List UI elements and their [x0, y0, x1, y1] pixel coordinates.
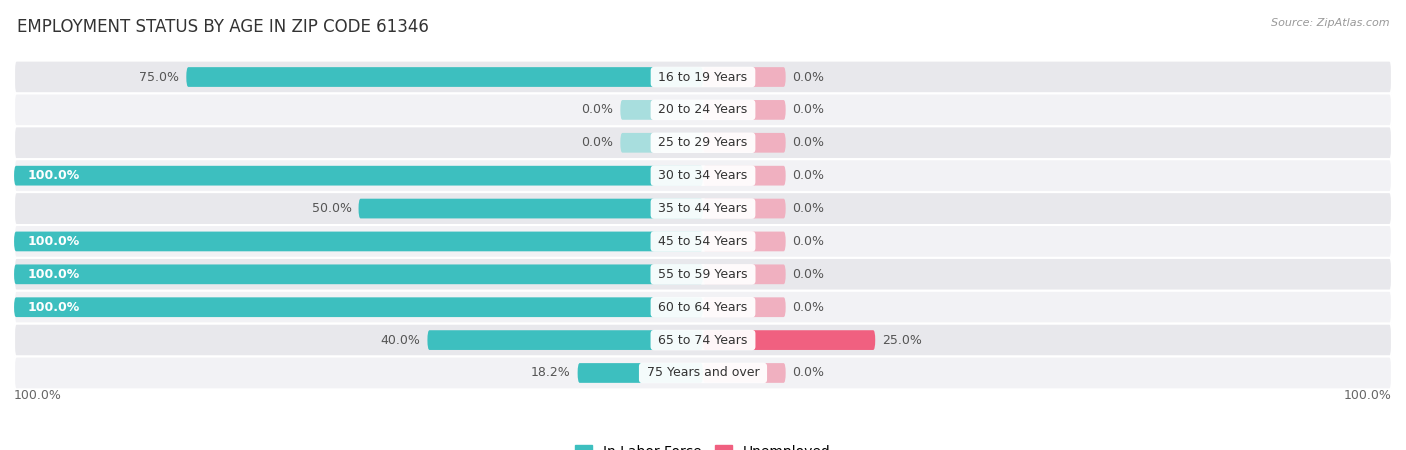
Text: 0.0%: 0.0% — [582, 104, 613, 117]
Text: 30 to 34 Years: 30 to 34 Years — [654, 169, 752, 182]
FancyBboxPatch shape — [703, 166, 786, 185]
FancyBboxPatch shape — [703, 199, 786, 218]
FancyBboxPatch shape — [703, 232, 786, 251]
FancyBboxPatch shape — [14, 166, 703, 185]
FancyBboxPatch shape — [14, 297, 703, 317]
FancyBboxPatch shape — [14, 159, 1392, 192]
Text: 100.0%: 100.0% — [28, 301, 80, 314]
Text: 100.0%: 100.0% — [28, 268, 80, 281]
Text: 65 to 74 Years: 65 to 74 Years — [654, 333, 752, 346]
FancyBboxPatch shape — [703, 133, 786, 153]
Text: 100.0%: 100.0% — [1344, 389, 1392, 402]
FancyBboxPatch shape — [427, 330, 703, 350]
FancyBboxPatch shape — [14, 225, 1392, 258]
Text: 100.0%: 100.0% — [28, 235, 80, 248]
FancyBboxPatch shape — [620, 100, 703, 120]
Text: 75.0%: 75.0% — [139, 71, 180, 84]
Text: 25.0%: 25.0% — [882, 333, 922, 346]
FancyBboxPatch shape — [703, 67, 786, 87]
Text: 45 to 54 Years: 45 to 54 Years — [654, 235, 752, 248]
FancyBboxPatch shape — [14, 94, 1392, 126]
Text: 0.0%: 0.0% — [793, 366, 824, 379]
FancyBboxPatch shape — [14, 126, 1392, 159]
FancyBboxPatch shape — [14, 356, 1392, 389]
Text: 0.0%: 0.0% — [793, 202, 824, 215]
FancyBboxPatch shape — [14, 265, 703, 284]
FancyBboxPatch shape — [14, 258, 1392, 291]
Text: 100.0%: 100.0% — [14, 389, 62, 402]
Text: 50.0%: 50.0% — [312, 202, 352, 215]
Text: Source: ZipAtlas.com: Source: ZipAtlas.com — [1271, 18, 1389, 28]
Text: 0.0%: 0.0% — [582, 136, 613, 149]
Text: 0.0%: 0.0% — [793, 104, 824, 117]
Text: 0.0%: 0.0% — [793, 71, 824, 84]
Text: 0.0%: 0.0% — [793, 136, 824, 149]
Text: 60 to 64 Years: 60 to 64 Years — [654, 301, 752, 314]
FancyBboxPatch shape — [703, 265, 786, 284]
FancyBboxPatch shape — [703, 100, 786, 120]
FancyBboxPatch shape — [703, 297, 786, 317]
Text: 25 to 29 Years: 25 to 29 Years — [654, 136, 752, 149]
FancyBboxPatch shape — [14, 291, 1392, 324]
FancyBboxPatch shape — [14, 232, 703, 251]
FancyBboxPatch shape — [359, 199, 703, 218]
Text: EMPLOYMENT STATUS BY AGE IN ZIP CODE 61346: EMPLOYMENT STATUS BY AGE IN ZIP CODE 613… — [17, 18, 429, 36]
Text: 75 Years and over: 75 Years and over — [643, 366, 763, 379]
FancyBboxPatch shape — [578, 363, 703, 383]
FancyBboxPatch shape — [620, 133, 703, 153]
FancyBboxPatch shape — [703, 363, 786, 383]
Legend: In Labor Force, Unemployed: In Labor Force, Unemployed — [569, 439, 837, 450]
Text: 18.2%: 18.2% — [531, 366, 571, 379]
FancyBboxPatch shape — [703, 330, 875, 350]
FancyBboxPatch shape — [14, 324, 1392, 356]
Text: 0.0%: 0.0% — [793, 169, 824, 182]
FancyBboxPatch shape — [14, 192, 1392, 225]
FancyBboxPatch shape — [14, 61, 1392, 94]
Text: 35 to 44 Years: 35 to 44 Years — [654, 202, 752, 215]
Text: 40.0%: 40.0% — [381, 333, 420, 346]
Text: 0.0%: 0.0% — [793, 268, 824, 281]
Text: 0.0%: 0.0% — [793, 301, 824, 314]
Text: 100.0%: 100.0% — [28, 169, 80, 182]
Text: 55 to 59 Years: 55 to 59 Years — [654, 268, 752, 281]
FancyBboxPatch shape — [186, 67, 703, 87]
Text: 20 to 24 Years: 20 to 24 Years — [654, 104, 752, 117]
Text: 16 to 19 Years: 16 to 19 Years — [654, 71, 752, 84]
Text: 0.0%: 0.0% — [793, 235, 824, 248]
